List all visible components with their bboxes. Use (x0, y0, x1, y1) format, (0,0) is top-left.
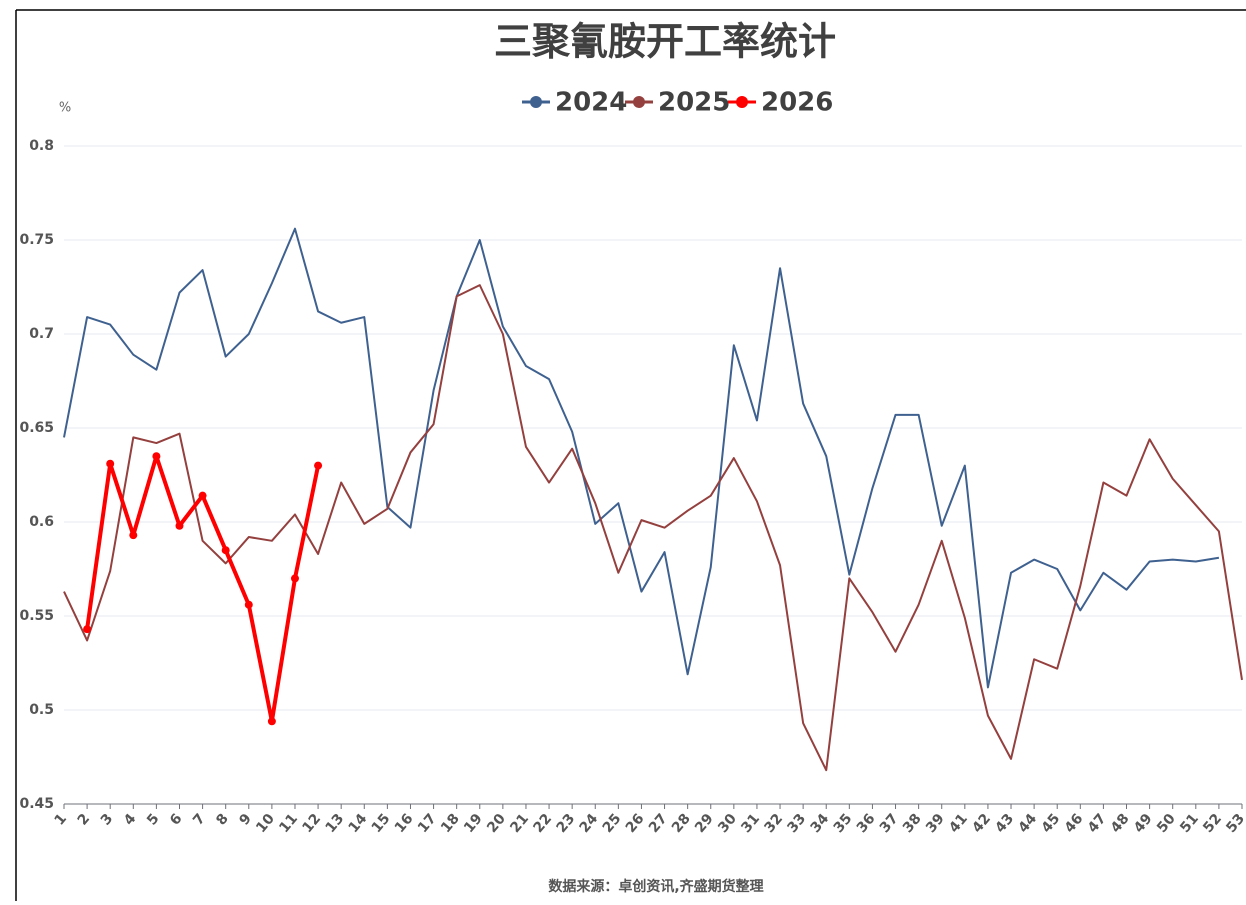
x-tick-label: 38 (900, 811, 925, 836)
x-tick-label: 41 (946, 811, 971, 836)
y-tick-label: 0.5 (29, 702, 54, 718)
x-tick-label: 33 (784, 811, 809, 836)
x-tick-label: 17 (415, 811, 440, 836)
legend: 2024 2025 2026 (522, 88, 833, 118)
x-tick-label: 12 (299, 811, 324, 836)
x-tick-label: 13 (323, 811, 348, 836)
x-tick-label: 20 (484, 811, 509, 836)
x-tick-label: 46 (1062, 811, 1087, 836)
x-tick-label: 31 (738, 811, 763, 836)
y-tick-label: 0.7 (29, 326, 54, 342)
x-tick-label: 50 (1154, 811, 1179, 836)
chart-title: 三聚氰胺开工率统计 (494, 20, 836, 64)
series-line (63, 284, 1243, 772)
legend-marker (633, 96, 645, 108)
x-tick-label: 42 (969, 811, 994, 836)
series-line (63, 227, 1220, 689)
y-tick-label: 0.45 (19, 796, 54, 812)
x-tick-label: 47 (1085, 811, 1110, 836)
x-tick-label: 1 (52, 811, 71, 829)
y-tick-label: 0.8 (29, 138, 54, 154)
x-tick-label: 45 (1039, 811, 1064, 836)
x-tick-label: 52 (1200, 811, 1225, 836)
x-tick-label: 35 (831, 811, 856, 836)
legend-label: 2025 (658, 88, 730, 118)
x-tick-label: 32 (761, 811, 786, 836)
legend-marker (530, 96, 542, 108)
series-point (244, 600, 253, 609)
x-tick-label: 21 (507, 811, 532, 836)
x-tick-label: 39 (923, 811, 948, 836)
series-point (129, 531, 138, 540)
y-tick-label: 0.65 (19, 420, 54, 436)
series-point (290, 574, 299, 583)
x-tick-label: 8 (213, 811, 232, 829)
x-tick-label: 19 (461, 811, 486, 836)
x-tick-label: 7 (190, 811, 209, 829)
x-tick-label: 14 (346, 811, 371, 836)
series-point (106, 459, 115, 468)
y-axis-label: % (59, 101, 71, 116)
x-tick-label: 30 (715, 811, 740, 836)
x-tick-label: 18 (438, 811, 463, 836)
series-point (198, 491, 207, 500)
series-point (152, 452, 161, 461)
x-tick-label: 28 (669, 811, 694, 836)
x-tick-label: 25 (600, 811, 625, 836)
legend-label: 2026 (761, 88, 833, 118)
legend-label: 2024 (555, 88, 627, 118)
x-tick-label: 36 (854, 811, 879, 836)
series-point (314, 461, 323, 470)
x-tick-label: 11 (276, 811, 301, 836)
x-tick-label: 53 (1223, 811, 1246, 836)
x-tick-label: 15 (369, 811, 394, 836)
x-tick-label: 22 (530, 811, 555, 836)
x-tick-label: 3 (98, 811, 117, 829)
x-tick-label: 4 (121, 811, 140, 829)
legend-marker (736, 96, 748, 108)
x-tick-label: 29 (692, 811, 717, 836)
series-point (267, 717, 276, 726)
y-tick-label: 0.55 (19, 608, 54, 624)
x-tick-label: 37 (877, 811, 902, 836)
x-tick-label: 23 (554, 811, 579, 836)
y-tick-label: 0.75 (19, 232, 54, 248)
x-tick-label: 48 (1108, 811, 1133, 836)
series-point (221, 546, 230, 555)
x-tick-label: 43 (992, 811, 1017, 836)
x-tick-label: 24 (577, 811, 602, 836)
y-tick-label: 0.6 (29, 514, 54, 530)
x-tick-label: 27 (646, 811, 671, 836)
x-tick-label: 10 (253, 811, 278, 836)
x-tick-label: 26 (623, 811, 648, 836)
x-tick-label: 44 (1015, 811, 1040, 836)
x-tick-label: 51 (1177, 811, 1202, 836)
x-tick-label: 6 (167, 811, 186, 829)
x-tick-label: 16 (392, 811, 417, 836)
x-tick-label: 5 (144, 811, 163, 829)
x-tick-label: 2 (75, 811, 94, 829)
x-tick-label: 34 (808, 811, 833, 836)
source-note: 数据来源：卓创资讯,齐盛期货整理 (548, 878, 763, 895)
x-tick-label: 49 (1131, 811, 1156, 836)
series-point (83, 625, 92, 634)
series-point (175, 521, 184, 530)
